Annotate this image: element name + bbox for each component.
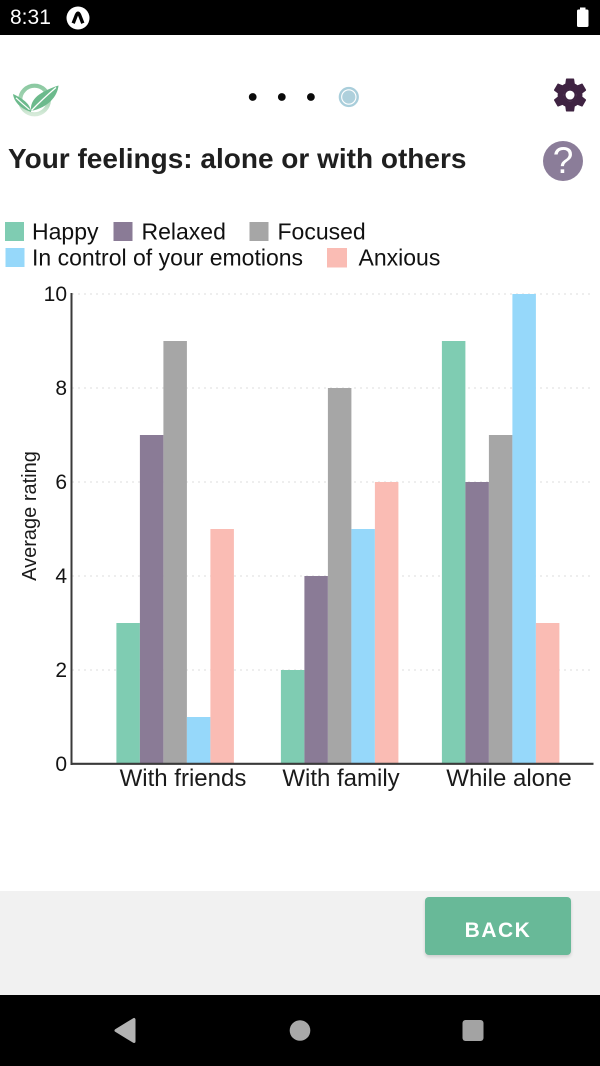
svg-text:Anxious: Anxious <box>359 245 441 271</box>
svg-text:Focused: Focused <box>278 219 366 245</box>
svg-text:6: 6 <box>55 471 67 494</box>
svg-text:With friends: With friends <box>120 765 247 792</box>
svg-text:Average rating: Average rating <box>19 451 41 581</box>
svg-text:Relaxed: Relaxed <box>142 219 226 245</box>
svg-text:0: 0 <box>55 753 67 776</box>
svg-text:In control of your emotions: In control of your emotions <box>32 245 303 271</box>
svg-text:Happy: Happy <box>32 219 99 245</box>
svg-text:With family: With family <box>282 765 399 792</box>
svg-text:8: 8 <box>55 377 67 400</box>
svg-text:2: 2 <box>55 659 67 682</box>
svg-text:4: 4 <box>55 565 67 588</box>
svg-text:While alone: While alone <box>446 765 571 792</box>
svg-text:10: 10 <box>44 283 67 306</box>
